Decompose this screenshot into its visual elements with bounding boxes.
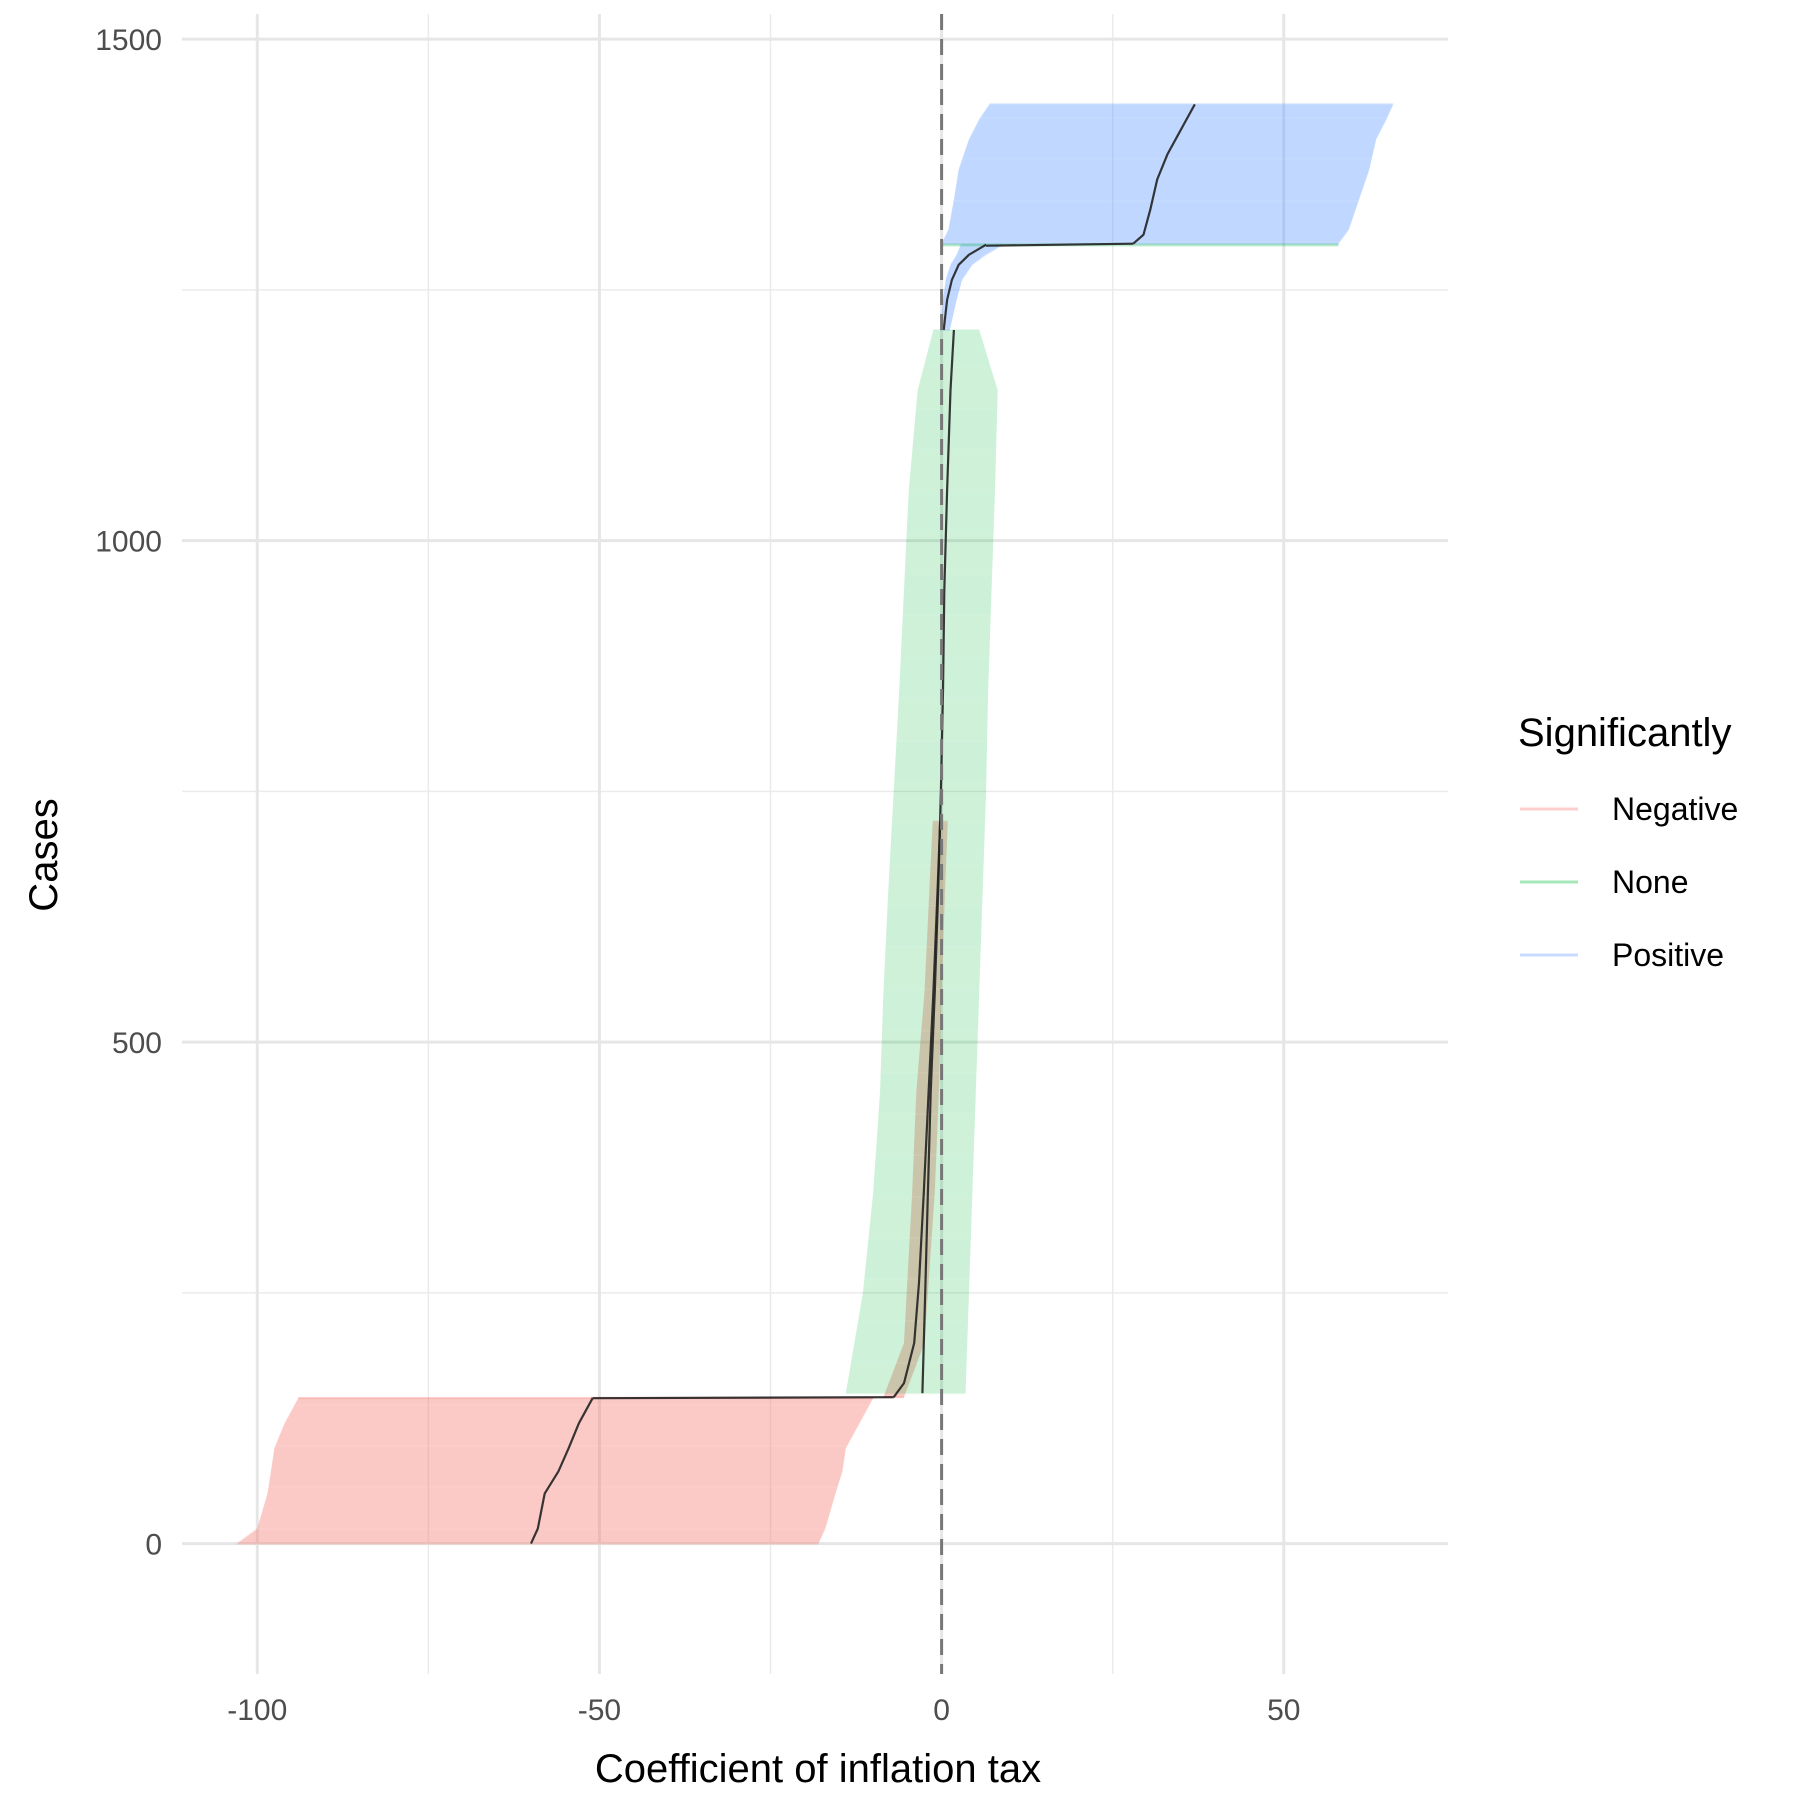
y-tick-label: 500	[112, 1027, 162, 1060]
estimate-line	[529, 1397, 594, 1545]
estimate-line	[942, 243, 987, 331]
y-tick-label: 0	[145, 1529, 162, 1562]
legend: Significantly Negative None Positive	[1518, 711, 1738, 973]
ci-band-positive	[940, 243, 1004, 331]
y-tick-label: 1500	[95, 24, 162, 57]
legend-label-none: None	[1612, 864, 1689, 900]
x-tick-label: -100	[227, 1694, 287, 1727]
estimate-line	[921, 329, 955, 1394]
x-axis-title: Coefficient of inflation tax	[595, 1747, 1041, 1791]
ci-band-negative	[236, 1397, 874, 1545]
y-tick-label: 1000	[95, 526, 162, 559]
confidence-bands	[236, 103, 1394, 1545]
x-tick-label: 0	[933, 1694, 950, 1727]
legend-label-negative: Negative	[1612, 791, 1738, 827]
estimate-line	[986, 242, 1134, 247]
y-axis-title: Cases	[22, 798, 66, 911]
x-tick-label: -50	[578, 1694, 621, 1727]
estimate-line	[592, 1396, 894, 1400]
legend-label-positive: Positive	[1612, 937, 1724, 973]
point-estimate-lines	[529, 103, 1196, 1545]
estimate-line	[1132, 103, 1196, 245]
legend-title: Significantly	[1518, 711, 1731, 755]
ci-band-positive	[941, 103, 1394, 245]
x-tick-label: 50	[1267, 1694, 1300, 1727]
